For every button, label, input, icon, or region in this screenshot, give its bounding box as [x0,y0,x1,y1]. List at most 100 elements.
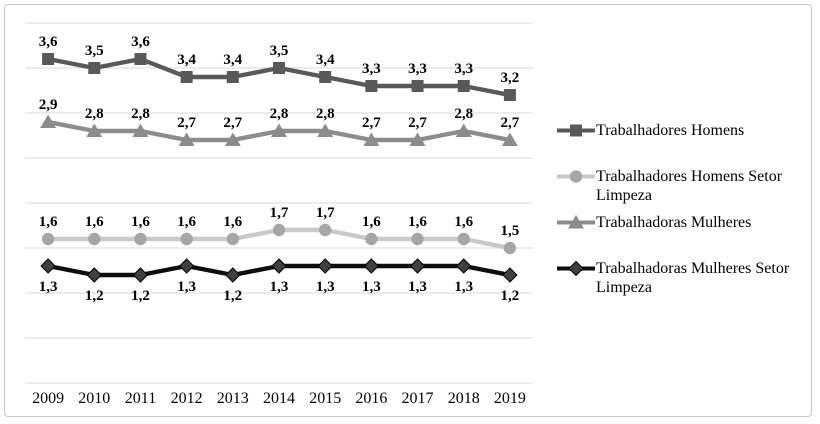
square-marker-icon [273,62,285,74]
triangle-marker-icon [455,123,472,137]
legend-item-trabalhadoras-mulheres-setor-limpeza: Trabalhadoras Mulheres Setor Limpeza [556,259,812,297]
triangle-marker-icon [40,114,57,128]
data-label: 1,6 [39,214,58,230]
data-label: 1,3 [270,279,289,295]
data-label: 3,2 [501,70,520,86]
legend-label: Trabalhadores Homens [596,122,745,139]
circle-marker-icon [318,223,332,237]
x-axis-label: 2012 [171,390,203,407]
diamond-marker-icon [271,258,287,274]
data-label: 2,8 [270,106,289,122]
circle-marker-icon [226,232,240,246]
circle-marker-icon [457,232,470,246]
data-label: 3,3 [454,61,473,77]
x-axis-label: 2016 [355,390,387,407]
data-label: 1,5 [501,223,520,239]
square-marker-icon [570,124,582,137]
circle-marker-icon [503,241,517,255]
square-marker-icon [226,71,239,83]
data-label: 3,4 [316,52,335,68]
data-label: 1,3 [408,279,427,295]
circle-marker-icon [180,232,193,246]
series-square: 3,6 3,5 3,6 3,4 3,4 3,5 3,4 3,3 3,3 3,3 3,2 [39,34,520,101]
diamond-marker-icon [225,267,241,283]
series-circle: 1,6 1,6 1,6 1,6 1,6 1,7 1,7 1,6 1,6 1,6 1,5 [39,205,520,255]
circle-marker-icon [272,223,286,237]
data-label: 1,7 [316,205,335,221]
square-marker-icon [134,53,147,65]
data-label: 1,6 [408,214,427,230]
triangle-marker-icon [86,123,103,137]
triangle-marker-icon [568,215,584,229]
diamond-marker-icon [317,258,333,274]
x-axis-label: 2013 [217,390,249,407]
legend-label: Trabalhadores Homens Setor Limpeza [596,168,783,204]
data-label: 1,3 [454,279,473,295]
legend-item-trabalhadores-homens-setor-limpeza: Trabalhadores Homens Setor Limpeza [556,167,812,205]
data-label: 1,3 [39,279,58,295]
triangle-marker-icon [409,132,426,146]
circle-marker-icon [569,170,583,183]
triangle-marker-icon [363,132,380,146]
data-label: 2,7 [223,115,242,131]
data-label: 1,3 [316,279,335,295]
diamond-marker-icon [409,258,426,274]
x-axis-label: 2018 [448,390,480,407]
data-label: 1,3 [362,279,381,295]
data-label: 1,3 [177,279,196,295]
x-axis-label: 2017 [402,390,434,407]
data-label: 2,8 [85,106,104,122]
data-label: 3,3 [362,61,381,77]
x-axis-label: 2010 [78,390,110,407]
data-label: 3,5 [270,43,289,59]
triangle-marker-icon [224,132,241,146]
circle-marker-icon [41,232,55,246]
data-label: 2,8 [131,106,150,122]
legend-label: Trabalhadoras Mulheres [596,214,752,231]
diamond-marker-icon [502,267,518,283]
square-marker-icon [180,71,193,83]
diamond-marker-icon [86,267,102,283]
square-marker-icon [503,89,516,101]
circle-marker-icon [88,232,101,246]
data-label: 3,4 [223,52,242,68]
data-label: 2,7 [177,115,196,131]
square-series-marker-icon [557,124,595,137]
circle-series-marker-icon [557,170,595,183]
data-label: 1,6 [362,214,381,230]
square-marker-icon [411,80,424,92]
data-label: 1,2 [131,288,150,304]
legend-item-trabalhadoras-mulheres: Trabalhadoras Mulheres [556,213,812,232]
square-marker-icon [457,80,470,92]
square-marker-icon [42,53,55,65]
circle-marker-icon [134,232,147,246]
x-axis-label: 2011 [125,390,156,407]
data-label: 2,7 [408,115,427,131]
diamond-marker-icon [178,258,195,274]
data-label: 3,5 [85,43,104,59]
x-axis-label: 2014 [263,390,295,407]
data-label: 2,7 [501,115,520,131]
square-marker-icon [365,80,378,92]
x-axis-label: 2009 [32,390,64,407]
data-label: 3,6 [39,34,58,50]
diamond-series-marker-icon [557,261,595,276]
data-label: 1,6 [85,214,104,230]
triangle-marker-icon [178,132,195,146]
data-label: 3,6 [131,34,150,50]
legend-label: Trabalhadoras Mulheres Setor Limpeza [596,260,790,296]
triangle-marker-icon [501,132,518,146]
circle-marker-icon [411,232,424,246]
x-axis-label: 2015 [309,390,341,407]
legend: Trabalhadores Homens Trabalhadores Homen… [556,121,812,297]
triangle-marker-icon [317,123,334,137]
series-triangle: 2,9 2,8 2,8 2,7 2,7 2,8 2,8 2,7 2,7 2,8 2,7 [39,97,520,146]
triangle-series-marker-icon [557,215,595,229]
diamond-marker-icon [40,258,56,274]
square-marker-icon [88,62,101,74]
data-label: 3,4 [177,52,196,68]
data-label: 2,9 [39,97,58,113]
data-label: 1,2 [223,288,242,304]
data-label: 1,6 [454,214,473,230]
